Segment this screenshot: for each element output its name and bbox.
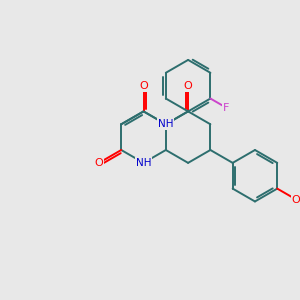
Text: O: O [184,81,193,91]
Text: NH: NH [136,158,151,168]
Text: O: O [292,194,300,205]
Text: O: O [94,158,103,168]
Text: NH: NH [158,119,174,129]
Text: F: F [223,103,229,112]
Text: O: O [139,81,148,91]
